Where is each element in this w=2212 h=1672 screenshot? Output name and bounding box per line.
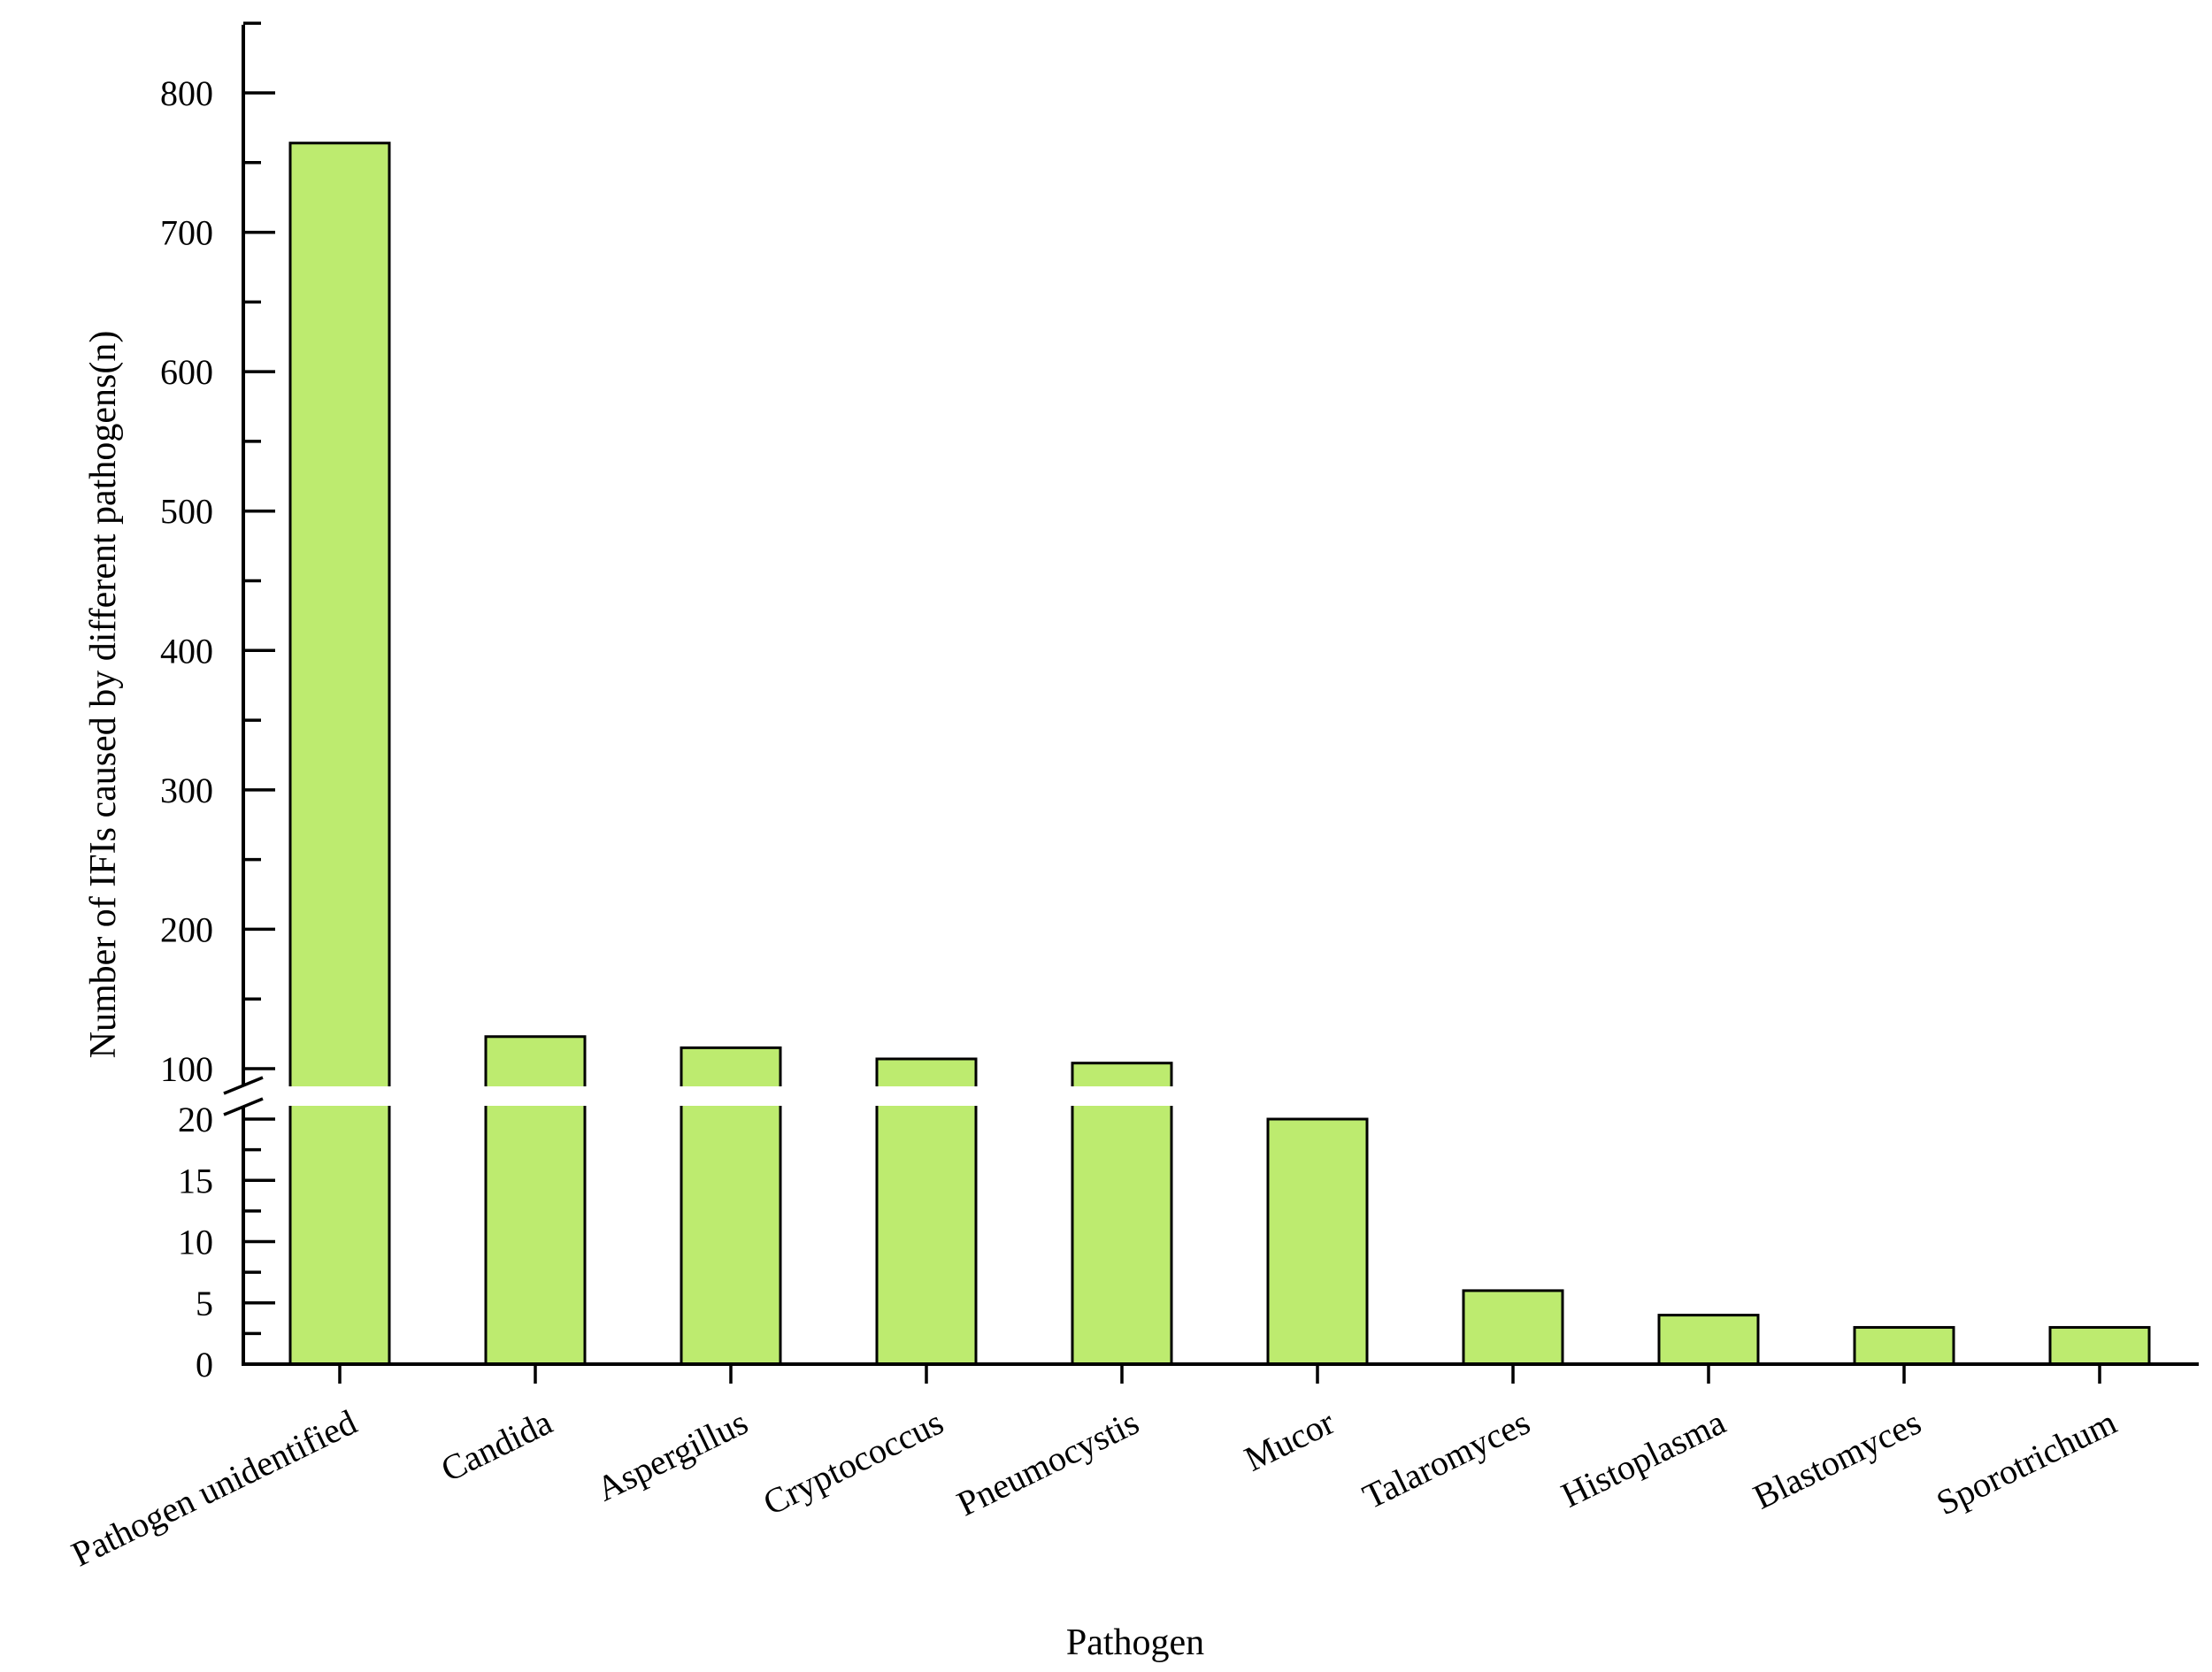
x-tick-label: Cryptococcus (757, 1402, 949, 1523)
x-tick-label: Candida (434, 1402, 558, 1490)
bar-talaromyces (1462, 1289, 1564, 1366)
bar-blastomyces (1853, 1325, 1955, 1366)
y-tick-label: 700 (160, 213, 213, 253)
y-tick-label: 200 (160, 909, 213, 949)
bar-pathogen-unidentified (288, 142, 391, 1366)
y-tick-label: 500 (160, 492, 213, 532)
axes-layer (223, 21, 2199, 1384)
y-tick-label: 5 (196, 1284, 213, 1323)
x-tick-label: Mucor (1238, 1402, 1340, 1479)
x-tick-label: Sporotrichum (1930, 1402, 2122, 1523)
x-tick-label: Pathogen unidentified (65, 1402, 363, 1575)
x-tick-label: Aspergillus (590, 1402, 754, 1509)
y-tick-label: 0 (196, 1345, 213, 1384)
y-tick-label: 20 (178, 1100, 213, 1139)
bar-pneumocystis (1071, 1062, 1173, 1366)
axis-break-mark (223, 1076, 264, 1095)
y-tick-label: 600 (160, 352, 213, 392)
y-tick-label: 300 (160, 771, 213, 810)
y-axis-title: Number of IFIs caused by different patho… (83, 331, 124, 1059)
y-tick-label: 400 (160, 631, 213, 671)
axis-break-mark (223, 1097, 264, 1116)
x-axis-title: Pathogen (1066, 1622, 1204, 1663)
x-tick-label: Blastomyces (1747, 1402, 1926, 1517)
x-tick-label: Histoplasma (1555, 1402, 1732, 1515)
bar-sporotrichum (2048, 1325, 2151, 1366)
bar-cryptococcus (875, 1057, 978, 1366)
axis-break-band (208, 1086, 1190, 1106)
y-tick-label: 100 (160, 1049, 213, 1089)
x-tick-label: Talaromyces (1356, 1402, 1536, 1517)
y-tick-label: 10 (178, 1223, 213, 1262)
bar-mucor (1266, 1117, 1369, 1366)
bar-candida (484, 1035, 587, 1366)
y-tick-label: 15 (178, 1161, 213, 1200)
bars-layer (208, 142, 2151, 1366)
y-tick-label: 800 (160, 73, 213, 113)
bar-histoplasma (1657, 1314, 1760, 1366)
x-tick-label: Pneumocystis (950, 1402, 1144, 1524)
